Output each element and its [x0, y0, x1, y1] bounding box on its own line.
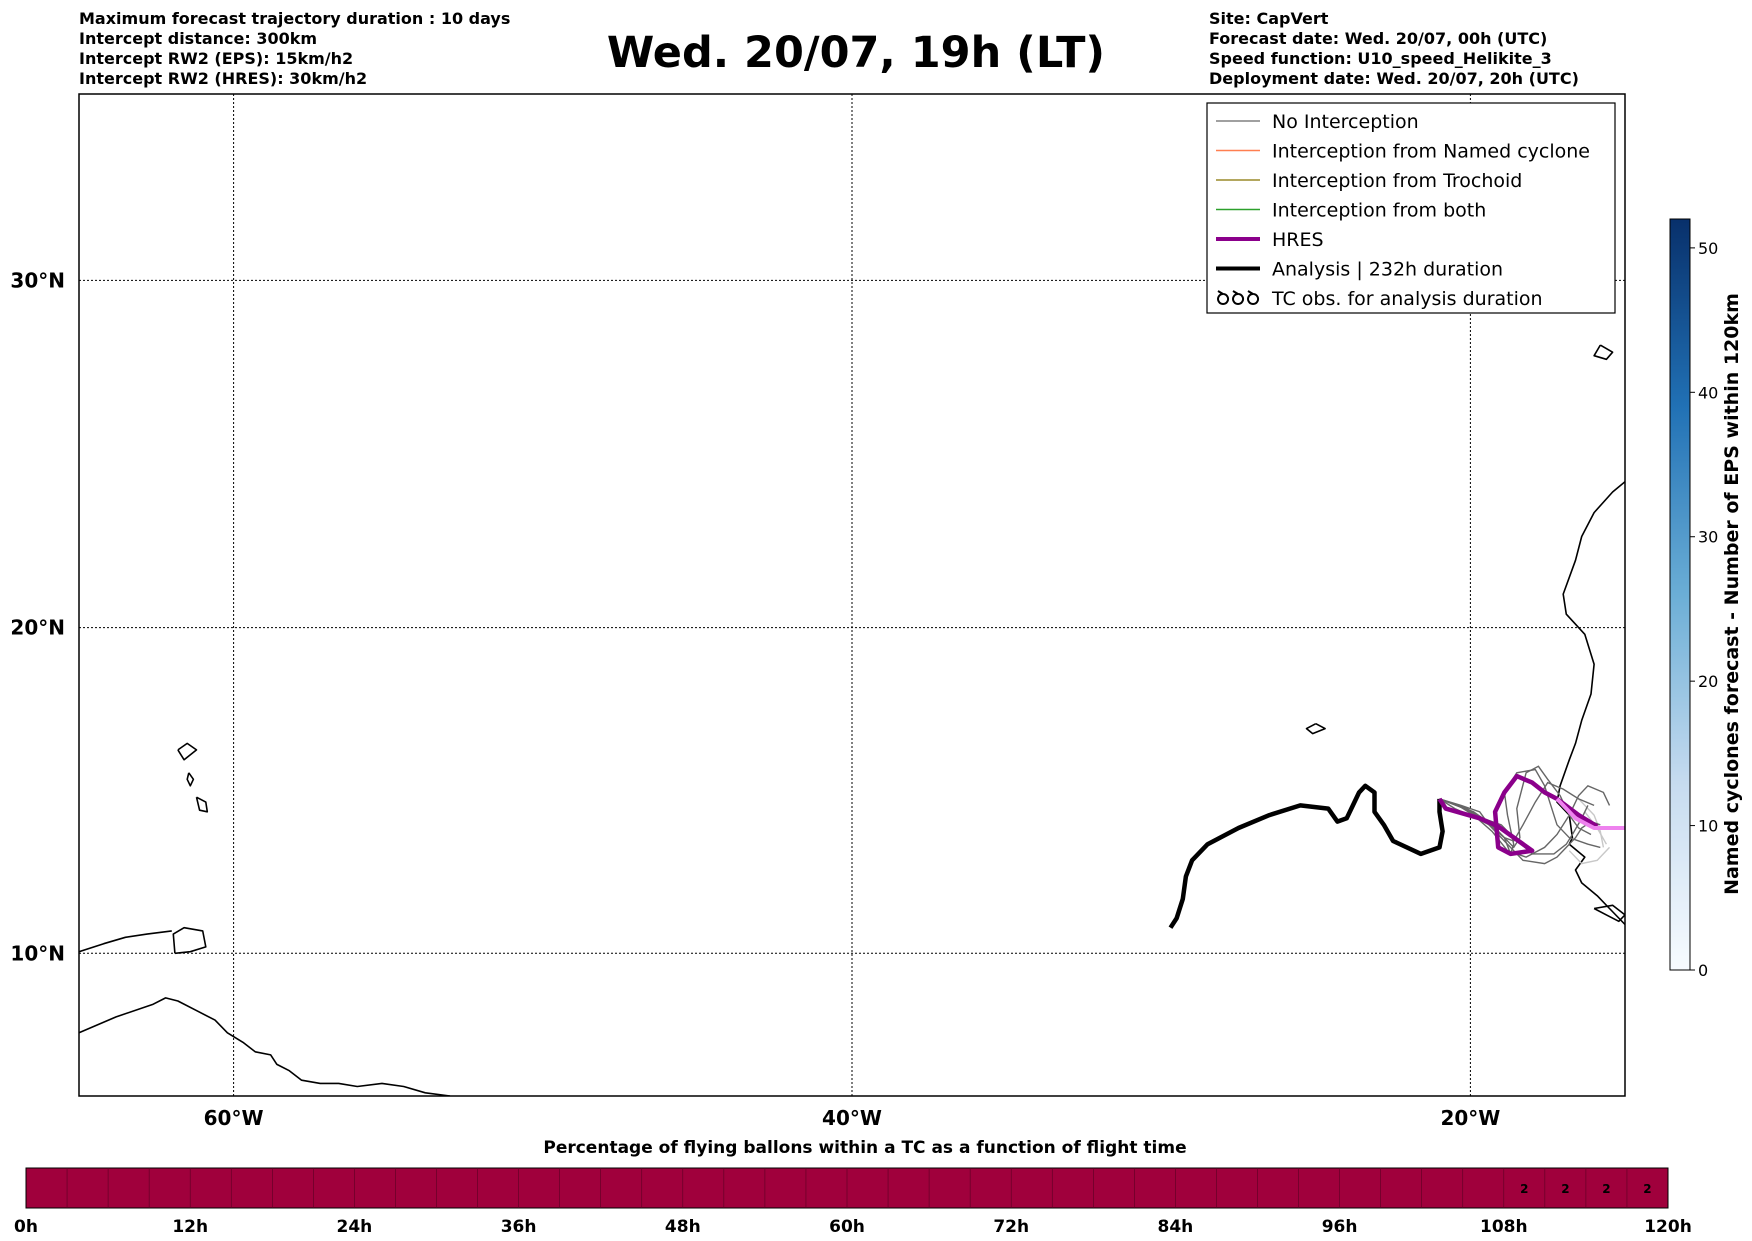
- map-area: 60°W 40°W 20°W 30°N 20°N 10°N: [10, 93, 1626, 1130]
- bar-tick-label: 108h: [1480, 1217, 1528, 1237]
- coastline-guinea-islands: [1593, 904, 1625, 923]
- coastline-canary: [1593, 344, 1614, 361]
- bar-tick-label: 24h: [337, 1217, 373, 1237]
- coastline-morocco: [1556, 481, 1625, 926]
- bar-tick-label: 36h: [501, 1217, 537, 1237]
- bar-cell-value: 2: [1602, 1182, 1610, 1196]
- colorbar-tick-label: 10: [1698, 817, 1718, 836]
- legend-box: [1206, 102, 1616, 314]
- coastline-guadeloupe: [177, 742, 198, 761]
- colorbar-tick-label: 0: [1698, 961, 1708, 980]
- axis-labels: 60°W 40°W 20°W 30°N 20°N 10°N: [10, 268, 1500, 1130]
- trajectories: [1168, 765, 1625, 929]
- bar-tick-label: 0h: [14, 1217, 38, 1237]
- bar-tick-label: 12h: [172, 1217, 208, 1237]
- coastline-dominica: [186, 772, 195, 787]
- bar-tick-label: 96h: [1322, 1217, 1358, 1237]
- bottom-bar-ticks: 0h 12h 24h 36h 48h 60h 72h 84h 96h 108h 120h: [14, 1217, 1692, 1237]
- lat-tick-label: 20°N: [10, 616, 65, 640]
- legend-label: Analysis | 232h duration: [1272, 259, 1503, 281]
- tc-symbol-icon: [1247, 290, 1260, 305]
- hres-trajectory-light: [1555, 797, 1625, 830]
- legend: No Interception Interception from Named c…: [1206, 102, 1616, 314]
- header-left-line: Intercept RW2 (EPS): 15km/h2: [79, 49, 353, 68]
- colorbar-tick-label: 40: [1698, 383, 1718, 402]
- legend-label: Interception from Trochoid: [1272, 170, 1522, 192]
- header-left-line: Intercept RW2 (HRES): 30km/h2: [79, 69, 367, 88]
- map-frame: [78, 93, 1626, 1097]
- lat-tick-label: 10°N: [10, 941, 65, 965]
- legend-item: HRES: [1216, 229, 1324, 251]
- page-title: Wed. 20/07, 19h (LT): [607, 28, 1105, 78]
- legend-label: TC obs. for analysis duration: [1271, 288, 1543, 310]
- colorbar-scale: [1669, 218, 1691, 971]
- lat-tick-label: 30°N: [10, 268, 65, 292]
- header-right-line: Site: CapVert: [1209, 9, 1329, 28]
- coastline-cape-verde: [1305, 722, 1326, 735]
- colorbar: 0 10 20 30 40 50 Named cyclones forecast - Nu…: [1669, 218, 1743, 980]
- bar-tick-label: 48h: [665, 1217, 701, 1237]
- coastline-venezuela-north: [79, 930, 172, 953]
- bar-tick-label: 84h: [1158, 1217, 1194, 1237]
- coastlines: [79, 344, 1625, 1096]
- legend-item: Analysis | 232h duration: [1216, 259, 1503, 281]
- tc-symbol-icon: [1217, 290, 1230, 305]
- legend-label: Interception from Named cyclone: [1272, 141, 1590, 163]
- header-right: Site: CapVert Forecast date: Wed. 20/07,…: [1209, 9, 1579, 88]
- bar-cell-value: 2: [1520, 1182, 1528, 1196]
- header-left: Maximum forecast trajectory duration : 1…: [79, 9, 510, 88]
- coastline-trinidad: [172, 926, 207, 955]
- bar-cell-value: 2: [1643, 1182, 1651, 1196]
- legend-label: HRES: [1272, 229, 1324, 251]
- legend-item: TC obs. for analysis duration: [1217, 288, 1543, 310]
- header-right-line: Deployment date: Wed. 20/07, 20h (UTC): [1209, 69, 1579, 88]
- flight-time-bar: Percentage of flying ballons within a TC…: [14, 1138, 1692, 1237]
- bar-tick-label: 72h: [993, 1217, 1029, 1237]
- bar-cell-value: 2: [1561, 1182, 1569, 1196]
- bar-tick-label: 120h: [1644, 1217, 1692, 1237]
- colorbar-tick-label: 20: [1698, 672, 1718, 691]
- coastline-martinique: [195, 796, 209, 813]
- lon-tick-label: 60°W: [204, 1106, 264, 1130]
- legend-item: Interception from both: [1216, 200, 1486, 222]
- header-left-line: Maximum forecast trajectory duration : 1…: [79, 9, 510, 28]
- lon-tick-label: 40°W: [822, 1106, 882, 1130]
- hres-trajectory: [1437, 773, 1599, 857]
- bar-tick-label: 60h: [829, 1217, 865, 1237]
- bottom-bar-title: Percentage of flying ballons within a TC…: [543, 1138, 1186, 1158]
- legend-label: No Interception: [1272, 111, 1419, 133]
- legend-item: Interception from Named cyclone: [1216, 141, 1590, 163]
- colorbar-tick-label: 50: [1698, 239, 1718, 258]
- colorbar-tick-label: 30: [1698, 528, 1718, 547]
- lon-tick-label: 20°W: [1440, 1106, 1500, 1130]
- eps-trajectory-light: [1568, 846, 1611, 865]
- bottom-bar-cells: 2 2 2 2: [66, 1168, 1652, 1208]
- colorbar-ticks: 0 10 20 30 40 50: [1690, 239, 1718, 980]
- colorbar-label: Named cyclones forecast - Number of EPS …: [1721, 293, 1743, 895]
- legend-item: Interception from Trochoid: [1216, 170, 1522, 192]
- tc-symbol-icon: [1232, 290, 1245, 305]
- coastline-venezuela: [79, 997, 451, 1096]
- header-right-line: Forecast date: Wed. 20/07, 00h (UTC): [1209, 29, 1547, 48]
- header-left-line: Intercept distance: 300km: [79, 29, 317, 48]
- legend-item: No Interception: [1216, 111, 1419, 133]
- header-right-line: Speed function: U10_speed_Helikite_3: [1209, 49, 1552, 68]
- legend-label: Interception from both: [1272, 200, 1486, 222]
- analysis-trajectory: [1168, 783, 1445, 929]
